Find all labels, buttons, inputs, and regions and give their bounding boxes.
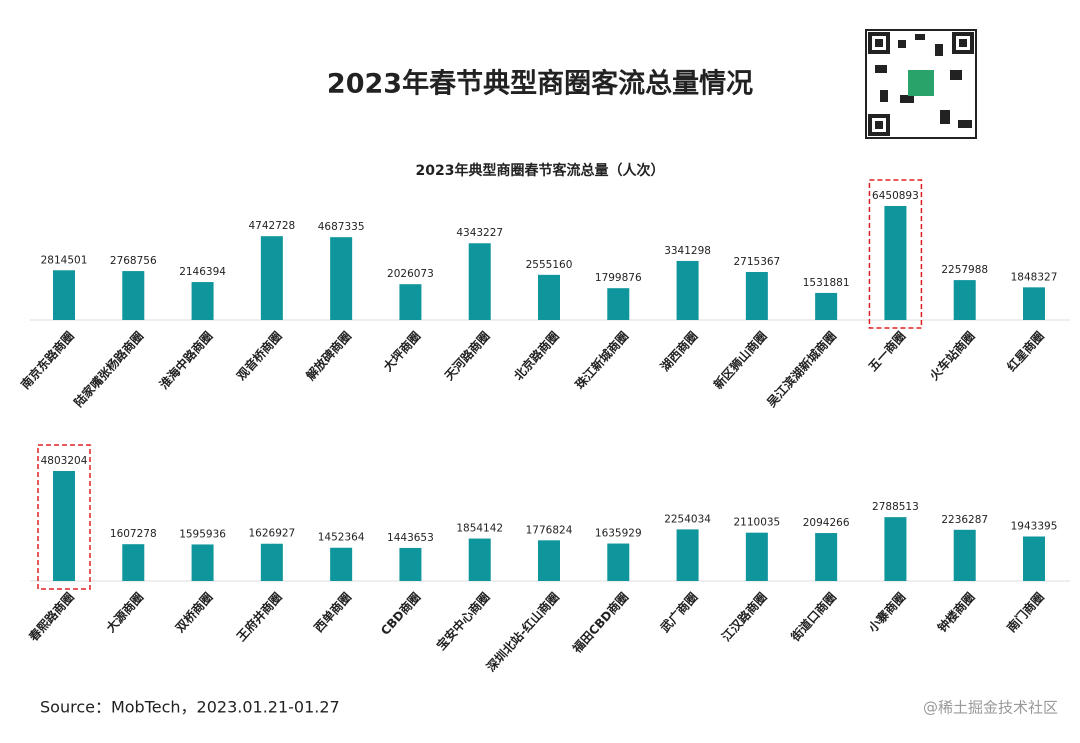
- category-label: 钟楼商圈: [934, 589, 977, 635]
- category-label: 吴江滨湖新城商圈: [764, 328, 839, 409]
- category-label: 陆家嘴张杨路商圈: [71, 328, 146, 409]
- value-label: 2768756: [110, 255, 157, 267]
- category-label: CBD商圈: [377, 589, 423, 638]
- value-label: 4343227: [456, 227, 503, 239]
- category-label: 解放碑商圈: [303, 328, 354, 383]
- category-label: 五一商圈: [865, 328, 908, 374]
- bar: [399, 284, 422, 320]
- value-label: 1607278: [110, 528, 157, 540]
- bar: [1023, 287, 1045, 320]
- category-label: 火车站商圈: [926, 328, 977, 383]
- bar: [815, 533, 838, 581]
- value-label: 1452364: [318, 532, 365, 544]
- bar: [745, 532, 768, 581]
- value-label: 2110035: [733, 517, 780, 529]
- category-label: 西单商圈: [311, 589, 354, 635]
- value-label: 3341298: [664, 245, 711, 257]
- bar: [53, 471, 75, 581]
- bar: [191, 282, 214, 320]
- value-label: 2257988: [941, 264, 988, 276]
- bar: [607, 543, 630, 581]
- highlight-box: [868, 179, 923, 329]
- bar: [122, 544, 145, 581]
- source-note: Source：MobTech，2023.01.21-01.27: [40, 698, 340, 717]
- value-label: 6450893: [872, 190, 919, 202]
- category-label: 大源商圈: [103, 589, 146, 635]
- category-label: 湖西商圈: [657, 328, 700, 374]
- highlight-box: [37, 444, 91, 590]
- category-label: 淮海中路商圈: [156, 328, 215, 392]
- value-label: 2788513: [872, 501, 919, 513]
- qr-code: [865, 29, 977, 139]
- value-label: 1943395: [1011, 520, 1058, 532]
- category-label: 大坪商圈: [380, 328, 423, 374]
- value-label: 1443653: [387, 532, 434, 544]
- bar: [953, 280, 976, 320]
- bar: [884, 517, 907, 581]
- category-label: 双桥商圈: [172, 589, 215, 635]
- bar: [815, 292, 838, 320]
- bar: [330, 547, 353, 581]
- category-label: 春熙路商圈: [25, 589, 77, 644]
- category-label: 新区狮山商圈: [710, 328, 769, 392]
- bar: [538, 540, 560, 581]
- value-label: 2094266: [803, 517, 850, 529]
- category-label: 小寨商圈: [865, 589, 908, 635]
- category-label: 观音桥商圈: [233, 328, 284, 383]
- value-label: 4742728: [248, 220, 295, 232]
- bar: [607, 288, 630, 320]
- bar: [260, 543, 283, 581]
- category-label: 街道口商圈: [787, 589, 839, 644]
- category-label: 王府井商圈: [233, 589, 284, 644]
- value-label: 1854142: [456, 523, 503, 535]
- value-label: 4803204: [41, 455, 88, 467]
- bar: [538, 274, 560, 320]
- value-label: 1776824: [526, 524, 573, 536]
- category-label: 红星商圈: [1004, 328, 1047, 374]
- value-label: 4687335: [318, 221, 365, 233]
- bar: [468, 538, 491, 581]
- value-label: 2026073: [387, 268, 434, 280]
- category-label: 天河路商圈: [441, 328, 492, 383]
- value-label: 1626927: [248, 528, 295, 540]
- bar: [122, 271, 145, 320]
- bar: [745, 272, 768, 320]
- bar: [468, 243, 491, 320]
- category-label: 江汉路商圈: [718, 589, 769, 644]
- bar: [676, 529, 699, 581]
- value-label: 1848327: [1011, 271, 1058, 283]
- page-title: 2023年春节典型商圈客流总量情况: [327, 68, 753, 100]
- bar: [676, 260, 699, 320]
- value-label: 2146394: [179, 266, 226, 278]
- category-label: 南门商圈: [1004, 589, 1047, 635]
- category-label: 北京路商圈: [511, 328, 562, 383]
- value-label: 1635929: [595, 528, 642, 540]
- bar: [53, 270, 75, 320]
- bar: [884, 206, 907, 320]
- bar: [260, 236, 283, 320]
- bar: [191, 544, 214, 581]
- category-label: 南京东路商圈: [17, 328, 76, 392]
- bar: [953, 529, 976, 581]
- value-label: 1531881: [803, 277, 850, 289]
- value-label: 1799876: [595, 272, 642, 284]
- value-label: 2254034: [664, 513, 711, 525]
- value-label: 2236287: [941, 514, 988, 526]
- value-label: 2814501: [41, 254, 88, 266]
- watermark: @稀土掘金技术社区: [923, 699, 1058, 717]
- category-label: 深圳北站-红山商圈: [483, 589, 562, 674]
- category-label: 福田CBD商圈: [568, 589, 631, 656]
- category-label: 宝安中心商圈: [433, 589, 492, 653]
- category-label: 武广商圈: [657, 589, 700, 635]
- value-label: 2555160: [526, 259, 573, 271]
- bar: [330, 237, 353, 320]
- value-label: 2715367: [733, 256, 780, 268]
- chart-subtitle: 2023年典型商圈春节客流总量（人次）: [416, 162, 665, 179]
- category-label: 珠江新城商圈: [572, 328, 631, 392]
- value-label: 1595936: [179, 528, 226, 540]
- bar: [1023, 536, 1045, 581]
- bar: [399, 547, 422, 581]
